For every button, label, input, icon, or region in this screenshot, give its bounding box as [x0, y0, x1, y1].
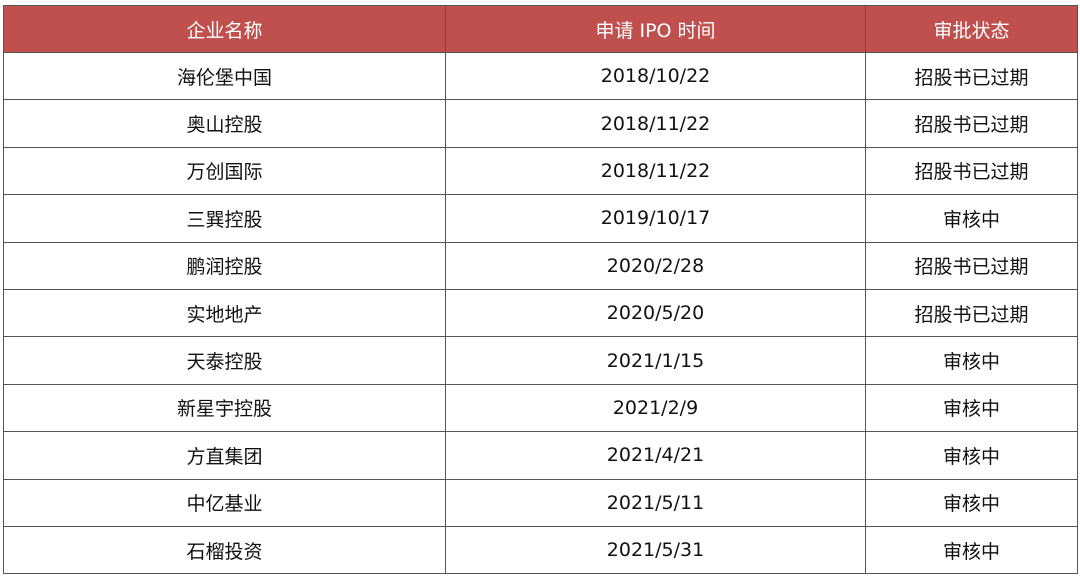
status-cell: 审核中 — [865, 383, 1078, 433]
table-row: 奥山控股 2018/11/22 招股书已过期 — [3, 99, 1078, 148]
company-cell: 天泰控股 — [3, 336, 446, 385]
table-row: 万创国际 2018/11/22 招股书已过期 — [3, 146, 1078, 196]
status-cell: 审核中 — [865, 194, 1078, 243]
table-row: 三巽控股 2019/10/17 审核中 — [3, 194, 1078, 243]
table-row: 中亿基业 2021/5/11 审核中 — [3, 478, 1078, 527]
company-cell: 中亿基业 — [3, 478, 446, 527]
table-row: 方直集团 2021/4/21 审核中 — [3, 431, 1078, 480]
table-row: 石榴投资 2021/5/31 审核中 — [3, 525, 1078, 575]
company-cell: 海伦堡中国 — [3, 51, 446, 101]
table-row: 鹏润控股 2020/2/28 招股书已过期 — [3, 241, 1078, 290]
header-company: 企业名称 — [3, 5, 446, 53]
header-row: 企业名称 申请 IPO 时间 审批状态 — [3, 5, 1078, 53]
ipo-date-cell: 2020/2/28 — [445, 241, 866, 290]
ipo-date-cell: 2018/10/22 — [445, 51, 866, 101]
ipo-date-cell: 2018/11/22 — [445, 99, 866, 148]
ipo-date-cell: 2021/2/9 — [445, 383, 866, 433]
status-cell: 审核中 — [865, 478, 1078, 527]
status-cell: 审核中 — [865, 525, 1078, 575]
status-cell: 招股书已过期 — [865, 288, 1078, 338]
ipo-date-cell: 2019/10/17 — [445, 194, 866, 243]
ipo-date-cell: 2020/5/20 — [445, 288, 866, 338]
ipo-date-cell: 2021/4/21 — [445, 431, 866, 480]
table-row: 新星宇控股 2021/2/9 审核中 — [3, 383, 1078, 433]
status-cell: 招股书已过期 — [865, 99, 1078, 148]
table-row: 海伦堡中国 2018/10/22 招股书已过期 — [3, 51, 1078, 101]
ipo-date-cell: 2021/1/15 — [445, 336, 866, 385]
ipo-date-cell: 2021/5/11 — [445, 478, 866, 527]
status-cell: 招股书已过期 — [865, 51, 1078, 101]
ipo-date-cell: 2021/5/31 — [445, 525, 866, 575]
company-cell: 奥山控股 — [3, 99, 446, 148]
ipo-date-cell: 2018/11/22 — [445, 146, 866, 196]
company-cell: 新星宇控股 — [3, 383, 446, 433]
status-cell: 审核中 — [865, 336, 1078, 385]
status-cell: 招股书已过期 — [865, 241, 1078, 290]
status-cell: 审核中 — [865, 431, 1078, 480]
company-cell: 万创国际 — [3, 146, 446, 196]
header-status: 审批状态 — [865, 5, 1078, 53]
table-row: 天泰控股 2021/1/15 审核中 — [3, 336, 1078, 385]
company-cell: 鹏润控股 — [3, 241, 446, 290]
header-ipo-date: 申请 IPO 时间 — [445, 5, 866, 53]
company-cell: 实地地产 — [3, 288, 446, 338]
company-cell: 三巽控股 — [3, 194, 446, 243]
company-cell: 方直集团 — [3, 431, 446, 480]
ipo-table: 企业名称 申请 IPO 时间 审批状态 海伦堡中国 2018/10/22 招股书已过… — [3, 5, 1078, 575]
table-row: 实地地产 2020/5/20 招股书已过期 — [3, 288, 1078, 338]
company-cell: 石榴投资 — [3, 525, 446, 575]
status-cell: 招股书已过期 — [865, 146, 1078, 196]
